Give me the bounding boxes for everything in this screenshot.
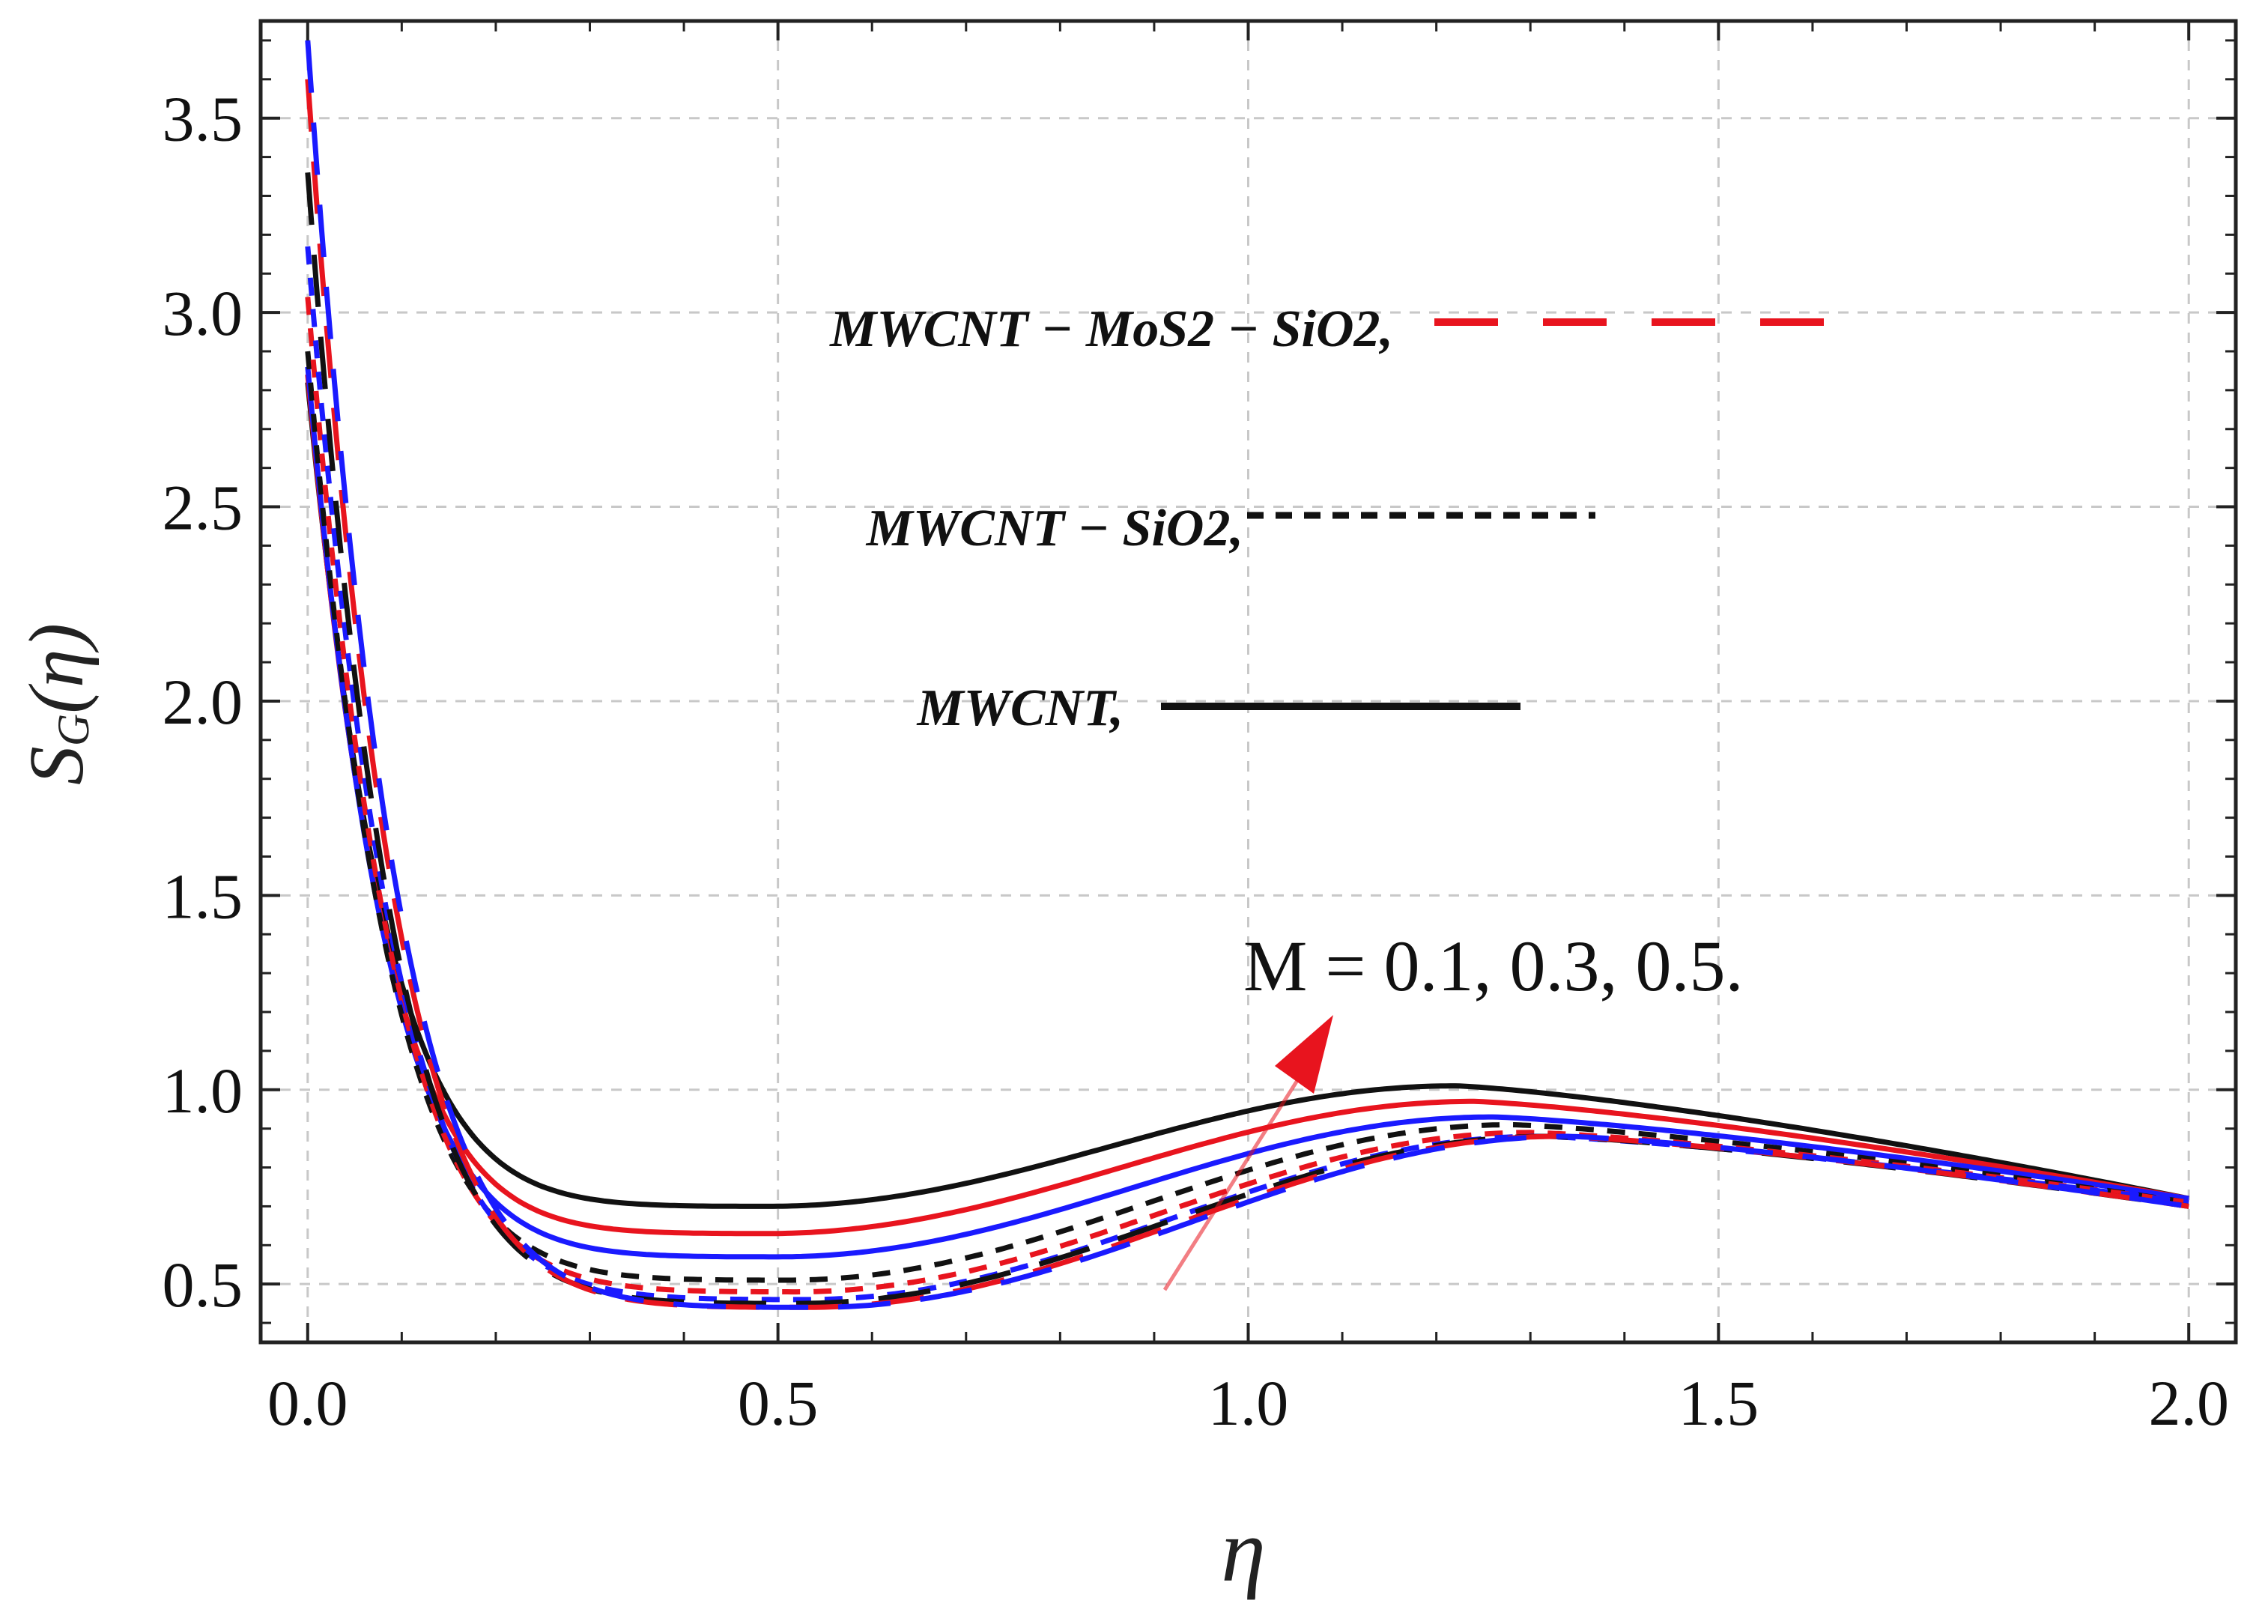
legend-label-mwcnt: MWCNT, xyxy=(916,679,1124,737)
y-axis-label-subscript: G xyxy=(49,714,98,746)
x-tick-label: 1.0 xyxy=(1208,1367,1289,1439)
y-tick-label: 3.0 xyxy=(163,277,243,349)
svg-text:SG(η): SG(η) xyxy=(13,623,100,785)
y-tick-label: 1.0 xyxy=(163,1055,243,1127)
y-axis-label: SG(η) xyxy=(13,623,100,785)
series-line-1 xyxy=(305,374,2189,1237)
y-axis-label-text: S xyxy=(13,746,100,785)
x-tick-label: 2.0 xyxy=(2148,1367,2229,1439)
x-tick-label: 1.5 xyxy=(1679,1367,1759,1439)
y-axis-label-arg: (η) xyxy=(13,623,100,714)
y-tick-label: 2.0 xyxy=(163,666,243,738)
y-tick-label: 1.5 xyxy=(163,860,243,932)
y-tick-label: 2.5 xyxy=(163,472,243,544)
legend-label-hybrid-binary: MWCNT − SiO2, xyxy=(866,500,1243,557)
x-tick-label: 0.5 xyxy=(738,1367,819,1439)
series-line-3 xyxy=(305,351,2189,1283)
x-axis-label: η xyxy=(1221,1500,1266,1600)
series-line-7 xyxy=(305,79,2189,1310)
plot-frame xyxy=(258,19,2238,1345)
annotation-arrow-shaft xyxy=(1162,1043,1322,1291)
series-line-2 xyxy=(305,366,2189,1260)
annotation-text: M = 0.1, 0.3, 0.5. xyxy=(1243,926,1744,1006)
grid-lines xyxy=(261,21,2236,1342)
legend-label-hybrid-ternary: MWCNT − MoS2 − SiO2, xyxy=(829,300,1393,358)
series-line-8 xyxy=(305,40,2189,1310)
y-tick-label: 3.5 xyxy=(163,83,243,155)
y-tick-label: 0.5 xyxy=(163,1249,243,1321)
annotation-arrow-head xyxy=(1275,1015,1333,1094)
annotation: M = 0.1, 0.3, 0.5. xyxy=(1162,926,1744,1291)
series-line-0 xyxy=(305,382,2189,1209)
tick-labels: 0.0 0.5 1.0 1.5 2.0 0.5 1.0 1.5 2.0 2.5 3.0 3.5 xyxy=(163,83,2229,1439)
legend: MWCNT − MoS2 − SiO2, MWCNT − SiO2, MWCNT… xyxy=(829,300,1865,737)
series-layer xyxy=(305,40,2189,1310)
x-tick-label: 0.0 xyxy=(267,1367,348,1439)
